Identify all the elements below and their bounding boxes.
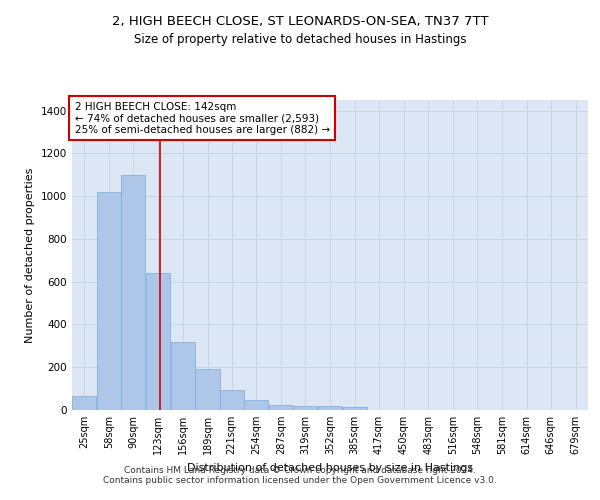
Bar [220,390,244,410]
Bar [269,404,293,410]
Bar [121,175,145,410]
Bar [170,342,195,410]
Text: Size of property relative to detached houses in Hastings: Size of property relative to detached ho… [134,32,466,46]
Y-axis label: Number of detached properties: Number of detached properties [25,168,35,342]
Text: 2, HIGH BEECH CLOSE, ST LEONARDS-ON-SEA, TN37 7TT: 2, HIGH BEECH CLOSE, ST LEONARDS-ON-SEA,… [112,15,488,28]
Bar [318,406,342,410]
Bar [146,273,170,410]
Bar [196,370,220,410]
Bar [97,192,121,410]
Bar [73,396,97,410]
X-axis label: Distribution of detached houses by size in Hastings: Distribution of detached houses by size … [187,462,473,472]
Text: Contains HM Land Registry data © Crown copyright and database right 2024.
Contai: Contains HM Land Registry data © Crown c… [103,466,497,485]
Bar [244,400,268,410]
Text: 2 HIGH BEECH CLOSE: 142sqm
← 74% of detached houses are smaller (2,593)
25% of s: 2 HIGH BEECH CLOSE: 142sqm ← 74% of deta… [74,102,330,134]
Bar [293,406,317,410]
Bar [343,407,367,410]
